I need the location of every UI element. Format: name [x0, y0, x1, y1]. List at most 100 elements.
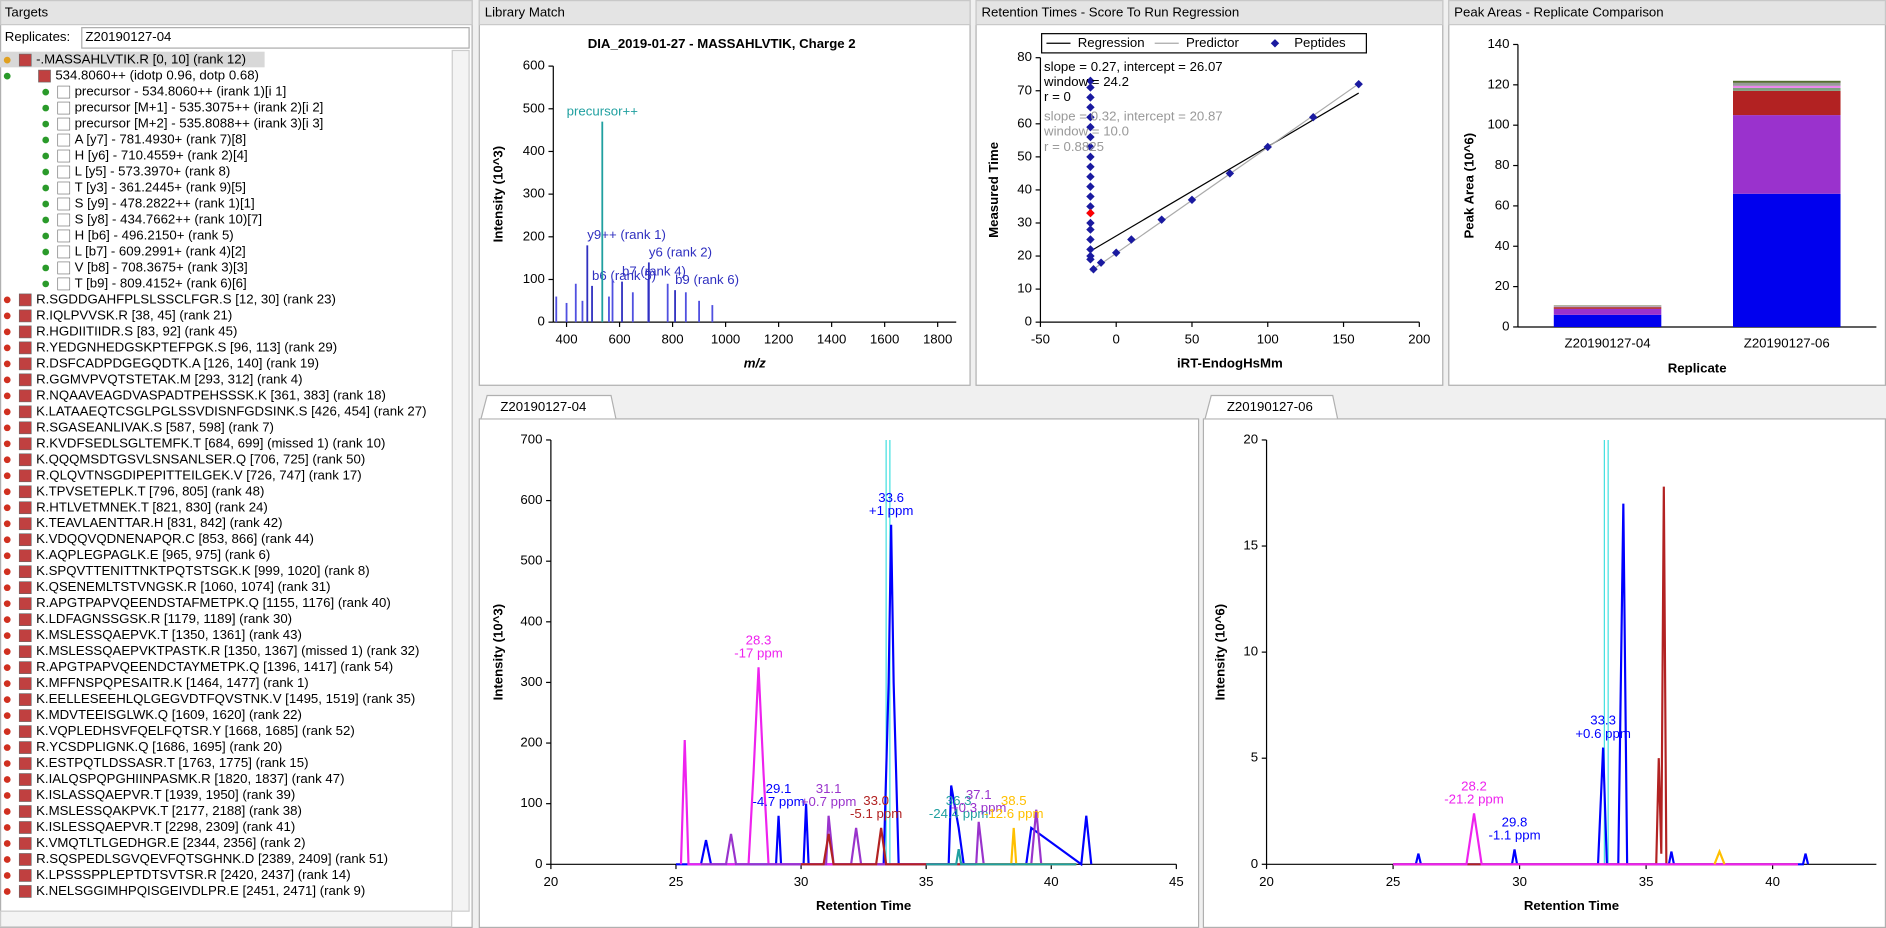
tree-item[interactable]: H [b6] - 496.2150+ (rank 5) [75, 227, 234, 242]
node-icon [18, 821, 32, 834]
tab[interactable] [1204, 394, 1339, 419]
tree-item[interactable]: L [y5] - 573.3970+ (rank 8) [75, 164, 231, 179]
node-icon [18, 469, 32, 483]
tree-item[interactable]: R.DSFCADPDGEGQDTK.A [126, 140] (rank 19) [36, 355, 319, 370]
tree-item[interactable]: K.ISLESSQAEPVR.T [2298, 2309] (rank 41) [36, 819, 295, 834]
tree-item[interactable]: R.SQSPEDLSGVQEVFQTSGHNK.D [2389, 2409] (… [36, 851, 388, 866]
tree-item[interactable]: R.SGASEANLIVAK.S [587, 598] (rank 7) [36, 419, 274, 434]
regression-stat: slope = 0.32, intercept = 20.87 [1044, 109, 1223, 124]
chromatogram [679, 667, 1077, 866]
x-tick-label: 50 [1185, 332, 1200, 347]
tree-item[interactable]: R.HTLVETMNEK.T [821, 830] (rank 24) [36, 499, 268, 514]
bar-segment [1553, 314, 1662, 327]
tree-item[interactable]: K.LPSSSPPLEPTDTSVTSR.R [2420, 2437] (ran… [36, 867, 351, 882]
tree-item[interactable]: K.MFFNSPQPESAITR.K [1464, 1477] (rank 1) [36, 675, 309, 690]
tree-item[interactable]: K.ISLASSQAEPVR.T [1939, 1950] (rank 39) [36, 787, 295, 802]
tree-item[interactable]: R.IQLPVVSK.R [38, 45] (rank 21) [36, 307, 232, 322]
tree-item[interactable]: -.MASSAHLVTIK.R [0, 10] (rank 12) [36, 52, 246, 67]
status-dot [3, 600, 11, 608]
tree-item[interactable]: R.HGDIITIIDR.S [83, 92] (rank 45) [36, 323, 237, 338]
tree-item[interactable]: K.MDVTEEISGLWK.Q [1609, 1620] (rank 22) [36, 707, 302, 722]
node-icon [18, 773, 32, 786]
tree-item[interactable]: K.SPQVTTENITTNKTPQTSTSGK.K [999, 1020] (… [36, 563, 370, 578]
status-dot [3, 664, 11, 671]
tree-item[interactable]: K.ESTPQTLDSSASR.T [1763, 1775] (rank 15) [36, 755, 308, 770]
status-dot [42, 200, 50, 208]
tree-item[interactable]: K.LATAAEQTCSGLPGLSSVDISNFGDSINK.S [426, … [36, 403, 426, 418]
y-tick-label: 20 [1243, 431, 1258, 446]
tree-item[interactable]: H [y6] - 710.4559+ (rank 2)[4] [75, 148, 248, 163]
x-tick-label: 100 [1257, 332, 1279, 347]
tree-item[interactable]: K.AQPLEGPAGLK.E [965, 975] (rank 6) [36, 547, 270, 562]
tree-item[interactable]: R.YEDGNHEDGSKPTEFPGK.S [96, 113] (rank 2… [36, 339, 337, 354]
tree-item[interactable]: precursor [M+1] - 535.3075++ (irank 2)[i… [75, 100, 324, 115]
point [1086, 251, 1095, 261]
replicate-dropdown[interactable] [81, 27, 470, 49]
tree-item[interactable]: L [b7] - 609.2991+ (rank 4)[2] [75, 243, 246, 258]
tree-item[interactable]: K.LDFAGNSSGSK.R [1179, 1189] (rank 30) [36, 611, 292, 626]
x-tick-label: 800 [662, 332, 684, 347]
tree-item[interactable]: K.QSENEMLTSTVNGSK.R [1060, 1074] (rank 3… [36, 579, 330, 594]
y-tick-label: 80 [1017, 49, 1032, 64]
tree-item[interactable]: T [y3] - 361.2445+ (rank 9)[5] [75, 180, 246, 195]
tree-item[interactable]: S [y8] - 434.7662++ (rank 10)[7] [75, 211, 262, 226]
y-tick-label: 5 [1251, 750, 1258, 765]
y-tick-label: 600 [520, 492, 542, 507]
tree-item[interactable]: K.EELLESEEHLQLGEGVDTFQVSTNK.V [1495, 151… [36, 691, 415, 706]
point [1086, 208, 1095, 218]
tree-item[interactable]: K.MSLESSQAEPVK.T [1350, 1361] (rank 43) [36, 627, 302, 642]
replicate-value[interactable]: Z20190127-04 [85, 29, 171, 44]
legend-label: Regression [1078, 35, 1145, 50]
status-dot [42, 248, 50, 256]
y-tick-label: 0 [535, 856, 542, 871]
tree-item[interactable]: K.NELSGGIMHPQISGEIVDLPR.E [2451, 2471] (… [36, 883, 365, 898]
tree-item[interactable]: K.VMQTLTLGEDHGR.E [2344, 2356] (rank 2) [36, 835, 305, 850]
y-tick-label: 140 [1487, 36, 1509, 51]
h-scrollbar[interactable] [0, 910, 453, 928]
tree-item[interactable]: 534.8060++ (idotp 0.96, dotp 0.68) [55, 68, 259, 83]
tree-item[interactable]: K.VDQQVQDNENAPQR.C [853, 866] (rank 44) [36, 531, 314, 546]
tab-label[interactable]: Z20190127-06 [1227, 399, 1313, 414]
tree-item[interactable]: A [y7] - 781.4930+ (rank 7)[8] [75, 132, 247, 147]
tree-item[interactable]: R.NQAAVEAGDVASPADTPEHSSSK.K [361, 383] (… [36, 387, 386, 402]
node-icon [57, 277, 71, 291]
tree-item[interactable]: R.SGDDGAHFPLSLSSCLFGR.S [12, 30] (rank 2… [36, 291, 336, 306]
tree-item[interactable]: precursor - 534.8060++ (irank 1)[i 1] [75, 84, 287, 99]
peak-ppm: +0.7 ppm [801, 794, 857, 809]
bar-segment [1733, 82, 1841, 86]
tree-item[interactable]: precursor [M+2] - 535.8088++ (irank 3)[i… [75, 116, 324, 131]
tree-item[interactable]: K.QQQMSDTGSVLSNSANLSER.Q [706, 725] (ran… [36, 451, 365, 466]
node-icon [18, 661, 32, 674]
tree-item[interactable]: R.YCSDPLIGNK.Q [1686, 1695] (rank 20) [36, 739, 282, 754]
tree-item[interactable]: R.GGMVPVQTSTETAK.M [293, 312] (rank 4) [36, 371, 303, 386]
scrollbar[interactable] [451, 49, 470, 912]
y-tick-label: 80 [1495, 157, 1510, 172]
status-dot [3, 408, 11, 416]
point [1127, 235, 1136, 244]
tree-item[interactable]: S [y9] - 478.2822++ (rank 1)[1] [75, 195, 255, 210]
node-icon [57, 213, 71, 227]
x-tick-label: 1400 [817, 332, 846, 347]
peak-label: y6 (rank 2) [649, 244, 712, 259]
tree-item[interactable]: V [b8] - 708.3675+ (rank 3)[3] [75, 259, 248, 274]
tab-label[interactable]: Z20190127-04 [500, 399, 586, 414]
tree-item[interactable]: R.APGTPAPVQEENDSTAFMETPK.Q [1155, 1176] … [36, 595, 391, 610]
tree-item[interactable]: K.IALQSPQPGHIINPASMK.R [1820, 1837] (ran… [36, 771, 344, 786]
tree-item[interactable]: T [b9] - 809.4152+ (rank 6)[6] [75, 275, 247, 290]
status-dot [42, 216, 50, 224]
tab[interactable] [480, 394, 617, 419]
tree-item[interactable]: R.QLQVTNSGDIPEPITTEILGEK.V [726, 747] (r… [36, 467, 362, 482]
tree-item[interactable]: R.KVDFSEDLSGLTEMFK.T [684, 699] (missed … [36, 435, 385, 450]
tree-item[interactable]: R.APGTPAPVQEENDCTAYMETPK.Q [1396, 1417] … [36, 659, 393, 674]
tree-item[interactable]: K.MSLESSQAKPVK.T [2177, 2188] (rank 38) [36, 803, 302, 818]
tree-item[interactable]: K.TPVSETEPLK.T [796, 805] (rank 48) [36, 483, 264, 498]
status-dot [3, 312, 11, 320]
y-tick-label: 0 [1502, 318, 1509, 333]
tree-item[interactable]: K.TEAVLAENTTAR.H [831, 842] (rank 42) [36, 515, 282, 530]
node-icon [18, 325, 32, 339]
tree-item[interactable]: K.VQPLEDHSVFQELFQTSR.Y [1668, 1685] (ran… [36, 723, 355, 738]
status-dot [3, 744, 11, 751]
tree-item[interactable]: K.MSLESSQAEPVKTPASTK.R [1350, 1367] (mis… [36, 643, 419, 658]
bar-segment [1733, 85, 1841, 88]
point [1086, 103, 1095, 112]
